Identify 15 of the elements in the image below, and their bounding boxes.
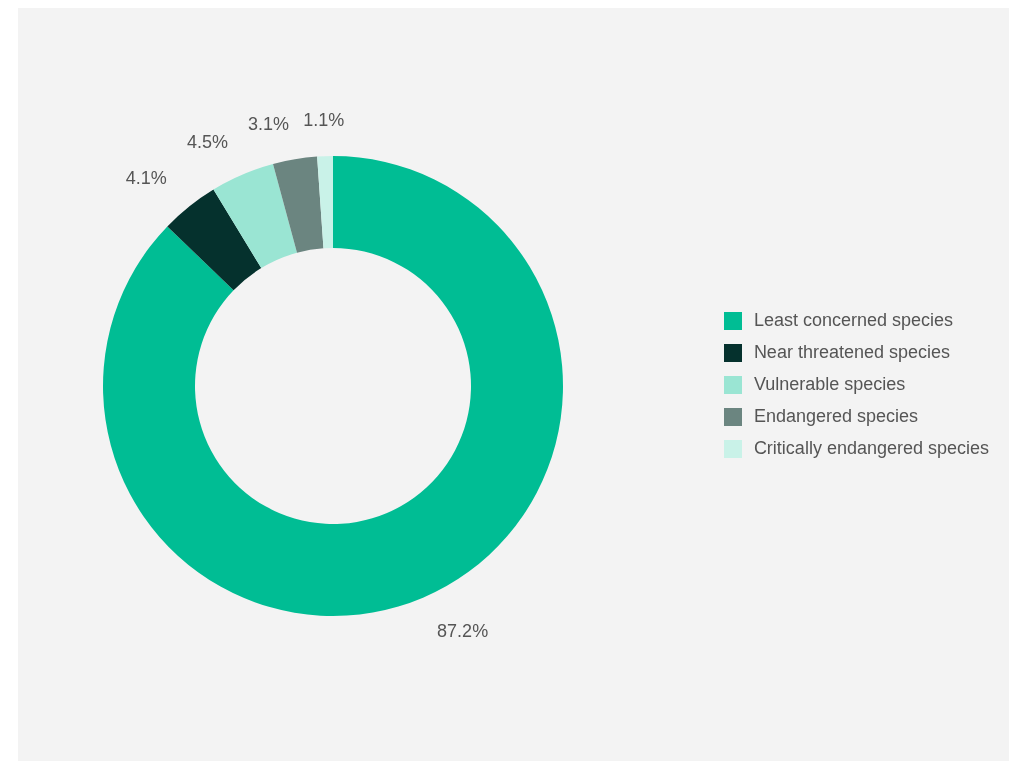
donut-slice [213, 163, 297, 269]
donut-slice [317, 156, 333, 249]
legend-label: Near threatened species [753, 342, 950, 363]
legend-label: Critically endangered species [753, 438, 989, 459]
donut-slice [167, 189, 262, 291]
legend-label: Vulnerable species [753, 374, 906, 395]
donut-slice [273, 156, 324, 253]
data-label: 1.1% [303, 110, 345, 131]
legend-label: Least concerned species [753, 310, 953, 331]
data-label: 3.1% [247, 113, 289, 134]
legend-label: Endangered species [753, 406, 918, 427]
data-label: 4.5% [187, 131, 229, 152]
data-label: 87.2% [437, 620, 489, 641]
data-label: 4.1% [125, 168, 167, 189]
donut-slice [103, 156, 563, 616]
